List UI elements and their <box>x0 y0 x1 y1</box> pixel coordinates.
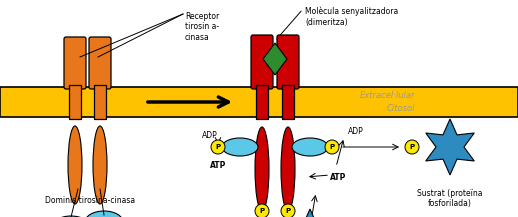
FancyBboxPatch shape <box>251 35 273 89</box>
Text: Extracel·lular: Extracel·lular <box>359 91 415 100</box>
Bar <box>282 85 294 119</box>
Ellipse shape <box>281 127 295 211</box>
Bar <box>69 85 81 119</box>
Ellipse shape <box>222 138 258 156</box>
Text: Molècula senyalitzadora
(dimeritza): Molècula senyalitzadora (dimeritza) <box>305 7 398 27</box>
Circle shape <box>211 140 225 154</box>
Bar <box>0 87 518 117</box>
Text: ADP: ADP <box>202 130 218 140</box>
Text: Sustrat (proteïna
fosforilada): Sustrat (proteïna fosforilada) <box>418 189 483 208</box>
Text: P: P <box>260 208 265 214</box>
Circle shape <box>255 204 269 217</box>
Circle shape <box>325 140 339 154</box>
Polygon shape <box>263 43 287 75</box>
Text: Dominis tirosina-cinasa: Dominis tirosina-cinasa <box>45 196 135 205</box>
FancyBboxPatch shape <box>64 37 86 89</box>
FancyBboxPatch shape <box>277 35 299 89</box>
Bar <box>256 85 268 119</box>
Text: P: P <box>285 208 291 214</box>
Polygon shape <box>286 209 334 217</box>
Text: Citosol: Citosol <box>386 104 415 113</box>
Text: Receptor
tirosin a-
cinasa: Receptor tirosin a- cinasa <box>185 12 219 42</box>
Text: ATP: ATP <box>210 161 226 169</box>
Ellipse shape <box>292 138 328 156</box>
Text: ATP: ATP <box>330 173 347 181</box>
Polygon shape <box>426 119 474 175</box>
Circle shape <box>405 140 419 154</box>
Text: P: P <box>329 144 335 150</box>
Text: P: P <box>215 144 221 150</box>
Ellipse shape <box>68 126 82 204</box>
Ellipse shape <box>93 126 107 204</box>
Ellipse shape <box>85 211 123 217</box>
Text: P: P <box>409 144 414 150</box>
Ellipse shape <box>52 216 90 217</box>
Text: ADP: ADP <box>348 128 364 136</box>
Circle shape <box>281 204 295 217</box>
Ellipse shape <box>255 127 269 211</box>
FancyBboxPatch shape <box>89 37 111 89</box>
Bar <box>94 85 106 119</box>
